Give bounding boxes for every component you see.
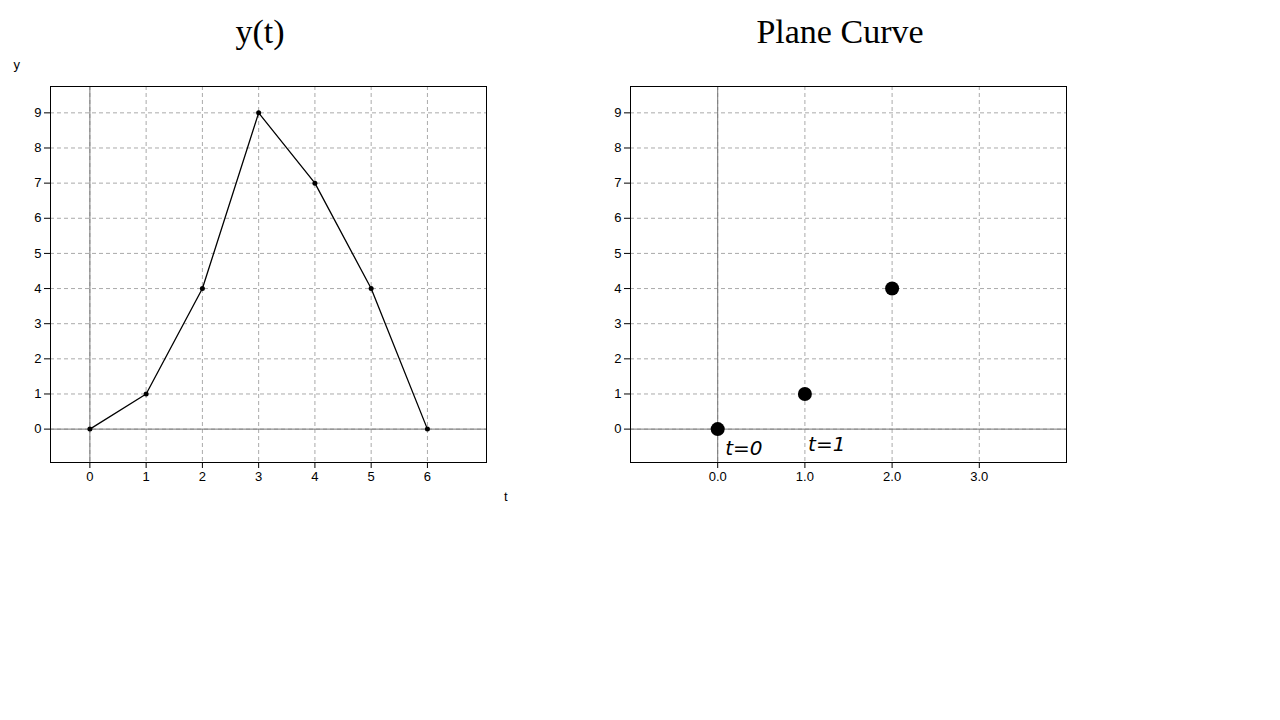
svg-text:0: 0 bbox=[34, 421, 41, 436]
svg-text:6: 6 bbox=[34, 210, 41, 225]
svg-text:0: 0 bbox=[614, 421, 621, 436]
svg-text:3.0: 3.0 bbox=[970, 469, 988, 484]
svg-text:9: 9 bbox=[614, 105, 621, 120]
html-text:Plane Curve: Plane Curve bbox=[756, 13, 924, 50]
svg-text:t=0: t=0 bbox=[725, 436, 762, 460]
svg-text:2: 2 bbox=[199, 469, 206, 484]
svg-text:2.0: 2.0 bbox=[883, 469, 901, 484]
svg-text:7: 7 bbox=[614, 175, 621, 190]
svg-text:2: 2 bbox=[614, 351, 621, 366]
svg-text:3: 3 bbox=[614, 316, 621, 331]
svg-text:6: 6 bbox=[424, 469, 431, 484]
svg-text:3: 3 bbox=[34, 316, 41, 331]
svg-text:6: 6 bbox=[614, 210, 621, 225]
svg-text:1: 1 bbox=[34, 386, 41, 401]
svg-text:8: 8 bbox=[34, 140, 41, 155]
svg-text:t=1: t=1 bbox=[808, 432, 845, 456]
svg-text:y: y bbox=[14, 57, 21, 72]
svg-text:1: 1 bbox=[614, 386, 621, 401]
svg-text:4: 4 bbox=[614, 281, 621, 296]
svg-text:3: 3 bbox=[255, 469, 262, 484]
svg-text:1: 1 bbox=[143, 469, 150, 484]
svg-text:8: 8 bbox=[614, 140, 621, 155]
svg-text:7: 7 bbox=[34, 175, 41, 190]
html-text:y(t): y(t) bbox=[235, 13, 285, 50]
svg-text:0.0: 0.0 bbox=[709, 469, 727, 484]
svg-text:2: 2 bbox=[34, 351, 41, 366]
svg-text:1.0: 1.0 bbox=[796, 469, 814, 484]
svg-text:5: 5 bbox=[34, 246, 41, 261]
svg-text:5: 5 bbox=[614, 246, 621, 261]
svg-text:4: 4 bbox=[34, 281, 41, 296]
svg-text:5: 5 bbox=[368, 469, 375, 484]
svg-text:t: t bbox=[504, 489, 508, 504]
svg-text:0: 0 bbox=[86, 469, 93, 484]
svg-text:4: 4 bbox=[311, 469, 318, 484]
svg-text:9: 9 bbox=[34, 105, 41, 120]
